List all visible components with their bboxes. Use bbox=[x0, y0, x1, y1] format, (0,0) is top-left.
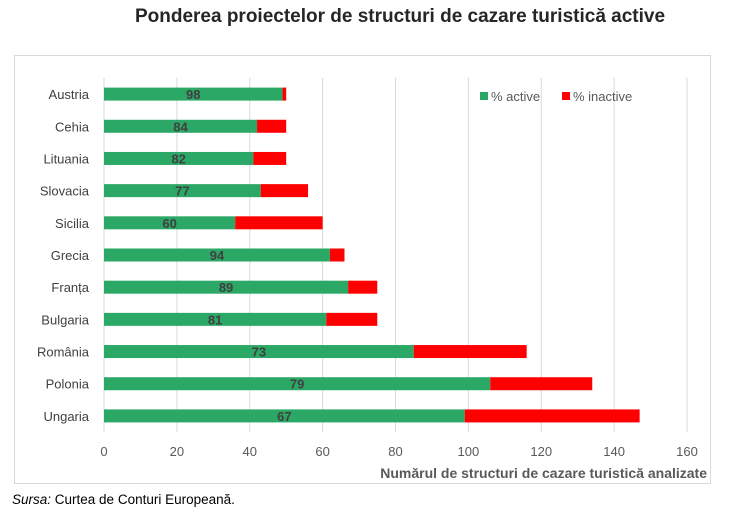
data-label: 67 bbox=[277, 409, 291, 424]
bar-inactive bbox=[257, 119, 287, 133]
data-label: 98 bbox=[186, 87, 200, 102]
bar-active bbox=[104, 409, 465, 423]
bar-active bbox=[104, 151, 254, 165]
bar-active bbox=[104, 87, 283, 101]
data-label: 84 bbox=[173, 119, 188, 134]
bar-inactive bbox=[348, 280, 378, 294]
data-label: 73 bbox=[252, 345, 266, 360]
category-label: Austria bbox=[49, 87, 90, 102]
category-labels: Austria Cehia Lituania Slovacia Sicilia Greci… bbox=[37, 87, 90, 424]
bar-active bbox=[104, 377, 491, 391]
legend-label: % active bbox=[491, 89, 540, 104]
legend-swatch-active bbox=[480, 92, 488, 100]
bar-active bbox=[104, 248, 330, 262]
chart-title: Ponderea proiectelor de structuri de caz… bbox=[134, 6, 666, 27]
bar-inactive bbox=[260, 184, 309, 198]
source-note: Sursa: Curtea de Conturi Europeană. bbox=[12, 492, 235, 507]
data-label: 89 bbox=[219, 280, 233, 295]
bar-active bbox=[104, 312, 327, 326]
category-label: România bbox=[37, 345, 90, 360]
x-tick-labels: 0 20 40 60 80 100 120 140 160 bbox=[100, 444, 697, 459]
x-tick-label: 20 bbox=[170, 444, 184, 459]
category-label: Lituania bbox=[43, 151, 89, 166]
category-label: Cehia bbox=[55, 119, 90, 134]
x-tick-label: 140 bbox=[603, 444, 625, 459]
x-tick-label: 40 bbox=[243, 444, 257, 459]
bar-inactive bbox=[464, 409, 640, 423]
data-labels: 98 84 82 77 60 94 89 81 73 79 67 bbox=[162, 87, 304, 424]
bar-active bbox=[104, 184, 261, 198]
x-tick-label: 160 bbox=[676, 444, 698, 459]
data-label: 94 bbox=[210, 248, 225, 263]
bar-inactive bbox=[413, 345, 527, 359]
bar-inactive bbox=[282, 87, 287, 101]
bar-inactive bbox=[235, 216, 323, 230]
legend: % active % inactive bbox=[480, 89, 632, 104]
bar-inactive bbox=[326, 312, 378, 326]
legend-label: % inactive bbox=[573, 89, 632, 104]
x-tick-label: 100 bbox=[458, 444, 480, 459]
x-tick-label: 120 bbox=[530, 444, 552, 459]
bar-active bbox=[104, 216, 236, 230]
category-label: Polonia bbox=[46, 377, 90, 392]
bar-inactive bbox=[490, 377, 593, 391]
bar-active bbox=[104, 345, 414, 359]
x-tick-label: 80 bbox=[388, 444, 402, 459]
category-label: Ungaria bbox=[43, 409, 89, 424]
legend-swatch-inactive bbox=[562, 92, 570, 100]
source-prefix: Sursa: bbox=[12, 492, 52, 507]
data-label: 77 bbox=[175, 184, 189, 199]
bar-inactive bbox=[329, 248, 345, 262]
x-tick-label: 60 bbox=[315, 444, 329, 459]
source-text: Curtea de Conturi Europeană. bbox=[51, 492, 235, 507]
x-tick-label: 0 bbox=[100, 444, 107, 459]
bar-inactive bbox=[253, 151, 287, 165]
data-label: 82 bbox=[171, 151, 185, 166]
data-label: 79 bbox=[290, 377, 304, 392]
data-label: 81 bbox=[208, 312, 222, 327]
category-label: Sicilia bbox=[55, 216, 90, 231]
bar-active bbox=[104, 119, 258, 133]
category-label: Grecia bbox=[51, 248, 90, 263]
bars bbox=[104, 87, 640, 423]
bar-active bbox=[104, 280, 349, 294]
data-label: 60 bbox=[162, 216, 176, 231]
category-label: Slovacia bbox=[40, 184, 90, 199]
x-axis-title: Numărul de structuri de cazare turistică… bbox=[380, 465, 707, 481]
category-label: Bulgaria bbox=[41, 312, 89, 327]
category-label: Franța bbox=[51, 280, 89, 295]
